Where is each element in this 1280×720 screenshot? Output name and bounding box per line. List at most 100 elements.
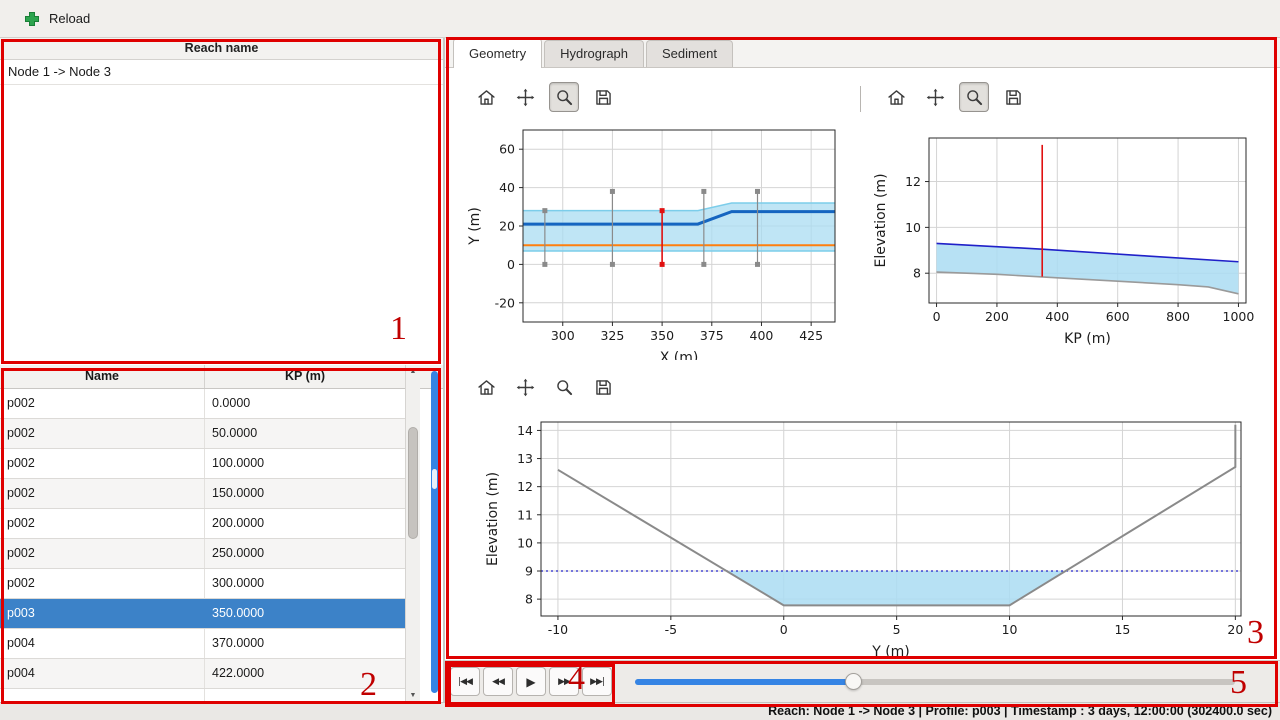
table-row[interactable]: p004 422.0000 — [0, 659, 405, 689]
table-row[interactable]: p002 150.0000 — [0, 479, 405, 509]
svg-text:0: 0 — [507, 257, 515, 272]
playback-controls: |◀◀ ◀◀ ▶ ▶▶ ▶▶| — [450, 667, 612, 696]
slider-fill — [635, 679, 853, 685]
svg-text:800: 800 — [1166, 309, 1190, 324]
cell-kp: 150.0000 — [212, 486, 265, 500]
cross-section-chart[interactable]: -10 -5 0 5 10 15 20 8 9 10 11 12 13 14 Y (m) Elevation … — [459, 410, 1273, 660]
cell-name: p002 — [0, 419, 205, 448]
table-row[interactable]: p002 200.0000 — [0, 509, 405, 539]
svg-text:Elevation (m): Elevation (m) — [485, 472, 501, 566]
svg-text:-5: -5 — [665, 622, 677, 637]
profile-table-body: p002 0.0000 p002 50.0000 p002 100.0000 p002 150… — [0, 389, 405, 703]
save-button[interactable] — [588, 82, 618, 112]
cell-name: p003 — [0, 599, 205, 628]
scrollbar-down-icon[interactable]: ▼ — [409, 692, 417, 699]
home-icon — [477, 89, 495, 105]
skip-to-end-button[interactable]: ▶▶| — [582, 667, 612, 696]
svg-text:12: 12 — [905, 174, 921, 189]
cell-kp: 100.0000 — [212, 456, 265, 470]
reach-panel: Reach name Node 1 -> Node 3 — [0, 38, 444, 365]
home-icon — [887, 89, 905, 105]
svg-text:11: 11 — [517, 507, 533, 522]
svg-text:Y (m): Y (m) — [467, 207, 483, 246]
svg-text:Y (m): Y (m) — [871, 644, 910, 660]
zoom-icon — [556, 89, 572, 105]
accent-scrollbar[interactable] — [431, 371, 438, 693]
pan-button[interactable] — [510, 82, 540, 112]
svg-text:10: 10 — [1002, 622, 1018, 637]
svg-text:20: 20 — [499, 219, 515, 234]
reload-button[interactable]: Reload — [24, 11, 90, 27]
play-button[interactable]: ▶ — [516, 667, 546, 696]
pan-button[interactable] — [510, 372, 540, 402]
home-button[interactable] — [881, 82, 911, 112]
pan-button[interactable] — [920, 82, 950, 112]
zoom-button[interactable] — [549, 372, 579, 402]
slider-handle[interactable] — [844, 673, 862, 690]
svg-text:10: 10 — [517, 535, 533, 550]
table-row[interactable]: p002 50.0000 — [0, 419, 405, 449]
svg-text:425: 425 — [799, 328, 823, 343]
cell-kp: 50.0000 — [212, 426, 258, 440]
fast-forward-button[interactable]: ▶▶ — [549, 667, 579, 696]
table-scrollbar[interactable]: ▲ ▼ — [405, 365, 420, 703]
scrollbar-up-icon[interactable]: ▲ — [409, 368, 417, 375]
save-button[interactable] — [588, 372, 618, 402]
zoom-button[interactable] — [549, 82, 579, 112]
svg-text:0: 0 — [933, 309, 941, 324]
cell-kp: 422.0000 — [212, 666, 265, 680]
skip-to-start-button[interactable]: |◀◀ — [450, 667, 480, 696]
tab-sediment[interactable]: Sediment — [646, 40, 733, 67]
svg-text:325: 325 — [600, 328, 624, 343]
table-row[interactable]: p002 100.0000 — [0, 449, 405, 479]
svg-text:20: 20 — [1227, 622, 1243, 637]
table-row[interactable]: p002 300.0000 — [0, 569, 405, 599]
cell-name: p002 — [0, 389, 205, 418]
svg-text:14: 14 — [517, 423, 533, 438]
svg-text:Elevation (m): Elevation (m) — [873, 173, 889, 267]
table-row[interactable]: p002 0.0000 — [0, 389, 405, 419]
rewind-button[interactable]: ◀◀ — [483, 667, 513, 696]
reach-list: Node 1 -> Node 3 — [0, 60, 443, 85]
scrollbar-thumb[interactable] — [408, 427, 418, 539]
plan-view-chart[interactable]: 300 325 350 375 400 425 -20 0 20 40 60 X (m) Y (m) — [457, 120, 863, 360]
cell-kp: 350.0000 — [212, 606, 265, 620]
tab-hydrograph[interactable]: Hydrograph — [544, 40, 645, 67]
zoom-icon — [966, 89, 982, 105]
figure-toolbar-row-bottom — [471, 372, 871, 406]
cell-kp: 300.0000 — [212, 576, 265, 590]
cell-kp: 250.0000 — [212, 546, 265, 560]
table-row[interactable]: p002 250.0000 — [0, 539, 405, 569]
home-button[interactable] — [471, 82, 501, 112]
time-slider[interactable] — [635, 673, 1235, 690]
playback-bar: |◀◀ ◀◀ ▶ ▶▶ ▶▶| — [444, 660, 1280, 702]
reach-list-header: Reach name — [0, 38, 443, 60]
profile-table-panel: Name KP (m) p002 0.0000 p002 50.0000 p002 100… — [0, 365, 444, 703]
svg-text:12: 12 — [517, 479, 533, 494]
save-icon — [1005, 89, 1021, 105]
cell-kp: 0.0000 — [212, 396, 251, 410]
cell-name: p002 — [0, 569, 205, 598]
svg-text:300: 300 — [551, 328, 575, 343]
table-header: Name KP (m) — [0, 365, 443, 389]
accent-scrollbar-thumb[interactable] — [432, 469, 437, 489]
long-profile-chart[interactable]: 0 200 400 600 800 1000 8 10 12 KP (m) Elevation (m… — [863, 120, 1277, 355]
cell-name: p002 — [0, 509, 205, 538]
svg-text:-10: -10 — [548, 622, 568, 637]
zoom-icon — [556, 379, 572, 395]
list-item[interactable]: Node 1 -> Node 3 — [0, 60, 443, 85]
tab-geometry[interactable]: Geometry — [453, 38, 543, 68]
save-button[interactable] — [998, 82, 1028, 112]
zoom-button[interactable] — [959, 82, 989, 112]
svg-text:600: 600 — [1106, 309, 1130, 324]
figure-toolbar-row-top — [471, 82, 1271, 116]
pan-icon — [516, 378, 534, 396]
svg-text:40: 40 — [499, 180, 515, 195]
table-row — [0, 689, 405, 703]
home-button[interactable] — [471, 372, 501, 402]
table-row[interactable]: p004 370.0000 — [0, 629, 405, 659]
svg-text:8: 8 — [913, 266, 921, 281]
svg-text:400: 400 — [1045, 309, 1069, 324]
table-row[interactable]: p003 350.0000 — [0, 599, 405, 629]
